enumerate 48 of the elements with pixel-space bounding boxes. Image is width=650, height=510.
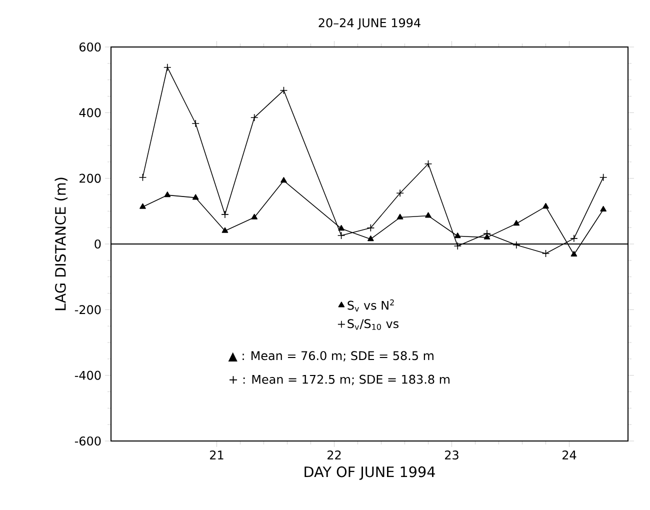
- point: [366, 224, 375, 232]
- point: [542, 202, 549, 209]
- y-tick-label: 400: [79, 108, 101, 118]
- point: [280, 86, 288, 94]
- point: [192, 120, 200, 128]
- y-tick-label: 200: [80, 174, 101, 183]
- point: [512, 241, 520, 249]
- legend-label: S$_{v}$ vs N$^{2}$: [348, 299, 394, 312]
- y-tick-label: -200: [74, 305, 101, 314]
- point: [396, 214, 404, 220]
- legend-label: S$_{v}$/S$_{10}$ vs: [348, 319, 398, 330]
- point: [513, 220, 520, 226]
- point: [338, 224, 344, 231]
- x-tick-label: 24: [562, 450, 576, 460]
- point: [425, 212, 432, 218]
- point: [222, 227, 228, 233]
- annotation: ▲ : Mean = 76.0 m; SDE = 58.5 m: [228, 351, 434, 362]
- point: [221, 210, 229, 218]
- point: [192, 194, 199, 200]
- point: [140, 203, 146, 209]
- point: [368, 235, 374, 242]
- point: [570, 250, 578, 256]
- point: [454, 232, 461, 238]
- point: [280, 177, 287, 183]
- y-tick-label: -600: [74, 436, 101, 446]
- x-tick-label: 22: [328, 450, 341, 460]
- point: [424, 160, 432, 168]
- point: [164, 63, 172, 72]
- point: [542, 250, 550, 258]
- point: [599, 173, 608, 182]
- point: [396, 189, 404, 197]
- y-tick-label: 600: [80, 42, 101, 52]
- point: [251, 214, 258, 220]
- chart-title: 20–24 JUNE 1994: [318, 18, 420, 30]
- y-tick-label: 0: [94, 239, 101, 249]
- point: [600, 206, 606, 212]
- point: [570, 234, 578, 242]
- x-tick-label: 21: [210, 450, 224, 460]
- point: [164, 191, 171, 198]
- point: [250, 114, 258, 122]
- point: [138, 173, 147, 182]
- y-tick-label: -400: [74, 370, 101, 380]
- y-axis-title: LAG DISTANCE (m): [54, 178, 68, 310]
- point: [337, 232, 346, 240]
- point: [454, 242, 462, 250]
- x-axis-title: DAY OF JUNE 1994: [304, 466, 435, 480]
- annotation: + : Mean = 172.5 m; SDE = 183.8 m: [230, 374, 450, 386]
- x-tick-label: 23: [445, 450, 458, 460]
